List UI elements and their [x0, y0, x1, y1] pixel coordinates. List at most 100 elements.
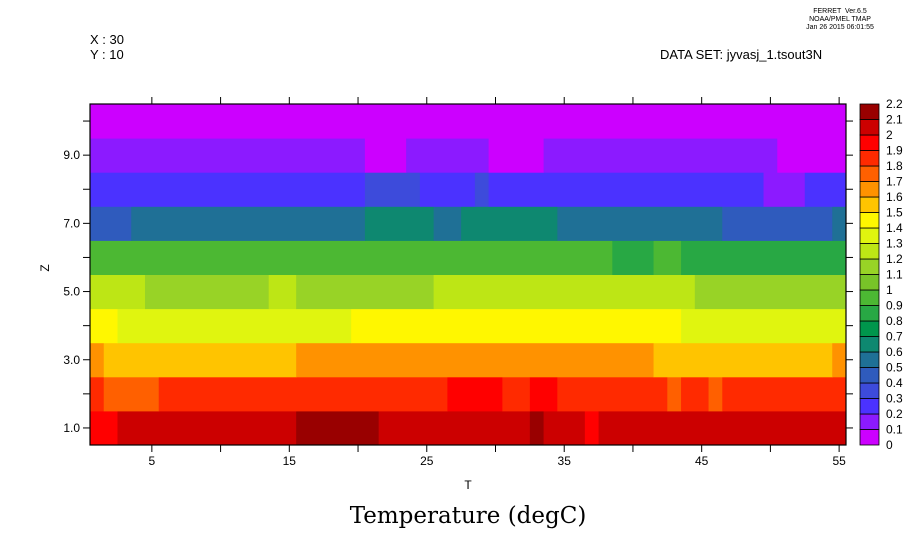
heatmap-cell	[488, 138, 545, 173]
colorbar-label: 2.1	[886, 113, 903, 127]
heatmap-cell	[584, 410, 600, 446]
colorbar-swatch	[859, 243, 880, 260]
colorbar-label: 0.7	[886, 330, 903, 344]
ferret-version: FERRET Ver.6.5	[813, 8, 867, 15]
y-info: Y : 10	[90, 47, 124, 62]
heatmap-cell	[90, 240, 613, 275]
colorbar-label: 0.1	[886, 423, 903, 437]
colorbar-swatch	[859, 351, 880, 368]
x-axis-label: T	[464, 478, 472, 492]
heatmap-cell	[708, 376, 723, 412]
heatmap-cell	[529, 376, 558, 412]
heatmap-cell	[103, 376, 160, 412]
heatmap-cell	[117, 410, 297, 446]
y-tick-label: 3.0	[63, 353, 80, 367]
heatmap-cell	[406, 138, 490, 173]
heatmap-cell	[832, 342, 847, 378]
heatmap-cell	[722, 206, 833, 241]
colorbar-label: 1.3	[886, 237, 903, 251]
colorbar-swatch	[859, 398, 880, 415]
chart-title: Temperature (degC)	[349, 503, 587, 529]
heatmap-cell	[502, 376, 531, 412]
colorbar-label: 0.8	[886, 314, 903, 328]
colorbar-swatch	[859, 305, 880, 322]
heatmap-cell	[763, 172, 806, 207]
heatmap-cell	[543, 138, 778, 173]
colorbar-label: 1.8	[886, 159, 903, 173]
colorbar-label: 0	[886, 438, 893, 452]
heatmap-cell	[90, 342, 105, 378]
heatmap-cell	[681, 308, 847, 344]
y-tick-label: 7.0	[63, 216, 80, 230]
heatmap-cell	[351, 308, 682, 344]
x-tick-label: 45	[695, 454, 709, 468]
colorbar-label: 0.3	[886, 392, 903, 406]
heatmap-cell	[681, 240, 847, 275]
colorbar-label: 1	[886, 283, 893, 297]
x-tick-label: 5	[149, 454, 156, 468]
heatmap-cell	[557, 206, 723, 241]
heatmap-cell	[90, 104, 847, 139]
x-tick-label: 35	[558, 454, 572, 468]
heatmap-cell	[529, 410, 545, 446]
heatmap-cell	[90, 376, 105, 412]
heatmap-cell	[364, 138, 407, 173]
heatmap-cell	[474, 172, 490, 207]
heatmap-cell	[722, 376, 847, 412]
heatmap-cell	[117, 308, 352, 344]
dataset-label: DATA SET: jyvasj_1.tsout3N	[660, 47, 823, 62]
heatmap-cell	[90, 206, 132, 241]
colorbar-label: 0.4	[886, 376, 903, 390]
plot-frame	[89, 103, 847, 446]
colorbar-swatch	[859, 134, 880, 151]
heatmap-cell	[461, 206, 558, 241]
heatmap-cell	[832, 206, 847, 241]
colorbar-swatch	[859, 336, 880, 353]
colorbar-swatch	[859, 227, 880, 244]
x-tick-label: 25	[420, 454, 434, 468]
heatmap-cell	[419, 172, 476, 207]
heatmap-cell	[296, 410, 380, 446]
y-tick-label: 1.0	[63, 421, 80, 435]
colorbar-swatch	[859, 165, 880, 182]
colorbar-swatch	[859, 320, 880, 337]
colorbar-label: 0.9	[886, 299, 903, 313]
colorbar-swatch	[859, 429, 880, 446]
colorbar-label: 0.5	[886, 361, 903, 375]
colorbar-label: 1.2	[886, 252, 903, 266]
colorbar-swatch	[859, 103, 880, 120]
heatmap-cell	[681, 376, 710, 412]
x-tick-label: 55	[832, 454, 846, 468]
x-info: X : 30	[90, 32, 124, 47]
colorbar-swatch	[859, 274, 880, 291]
x-tick-label: 15	[283, 454, 297, 468]
heatmap-cell	[144, 274, 270, 310]
heatmap-cell	[557, 376, 668, 412]
heatmap-cell	[90, 172, 366, 207]
heatmap-cell	[433, 206, 462, 241]
heatmap-cell	[543, 410, 586, 446]
heatmap-cell	[296, 274, 435, 310]
heatmap-cell	[378, 410, 531, 446]
colorbar-swatch	[859, 382, 880, 399]
colorbar-label: 1.1	[886, 268, 903, 282]
heatmap-cell	[90, 274, 146, 310]
heatmap-cell	[364, 172, 421, 207]
colorbar-swatch	[859, 196, 880, 213]
colorbar-swatch	[859, 150, 880, 167]
heatmap-cell	[447, 376, 503, 412]
heatmap-cell	[777, 138, 847, 173]
colorbar-label: 0.2	[886, 407, 903, 421]
ferret-org: NOAA/PMEL TMAP	[809, 16, 871, 23]
y-axis-label: Z	[38, 264, 52, 271]
colorbar-label: 1.7	[886, 175, 903, 189]
heatmap-cell	[90, 410, 118, 446]
colorbar-swatch	[859, 212, 880, 229]
colorbar-swatch	[859, 258, 880, 275]
heatmap-cell	[158, 376, 448, 412]
y-tick-label: 5.0	[63, 285, 80, 299]
colorbar-swatch	[859, 367, 880, 384]
colorbar-label: 0.6	[886, 345, 903, 359]
colorbar-label: 1.9	[886, 144, 903, 158]
